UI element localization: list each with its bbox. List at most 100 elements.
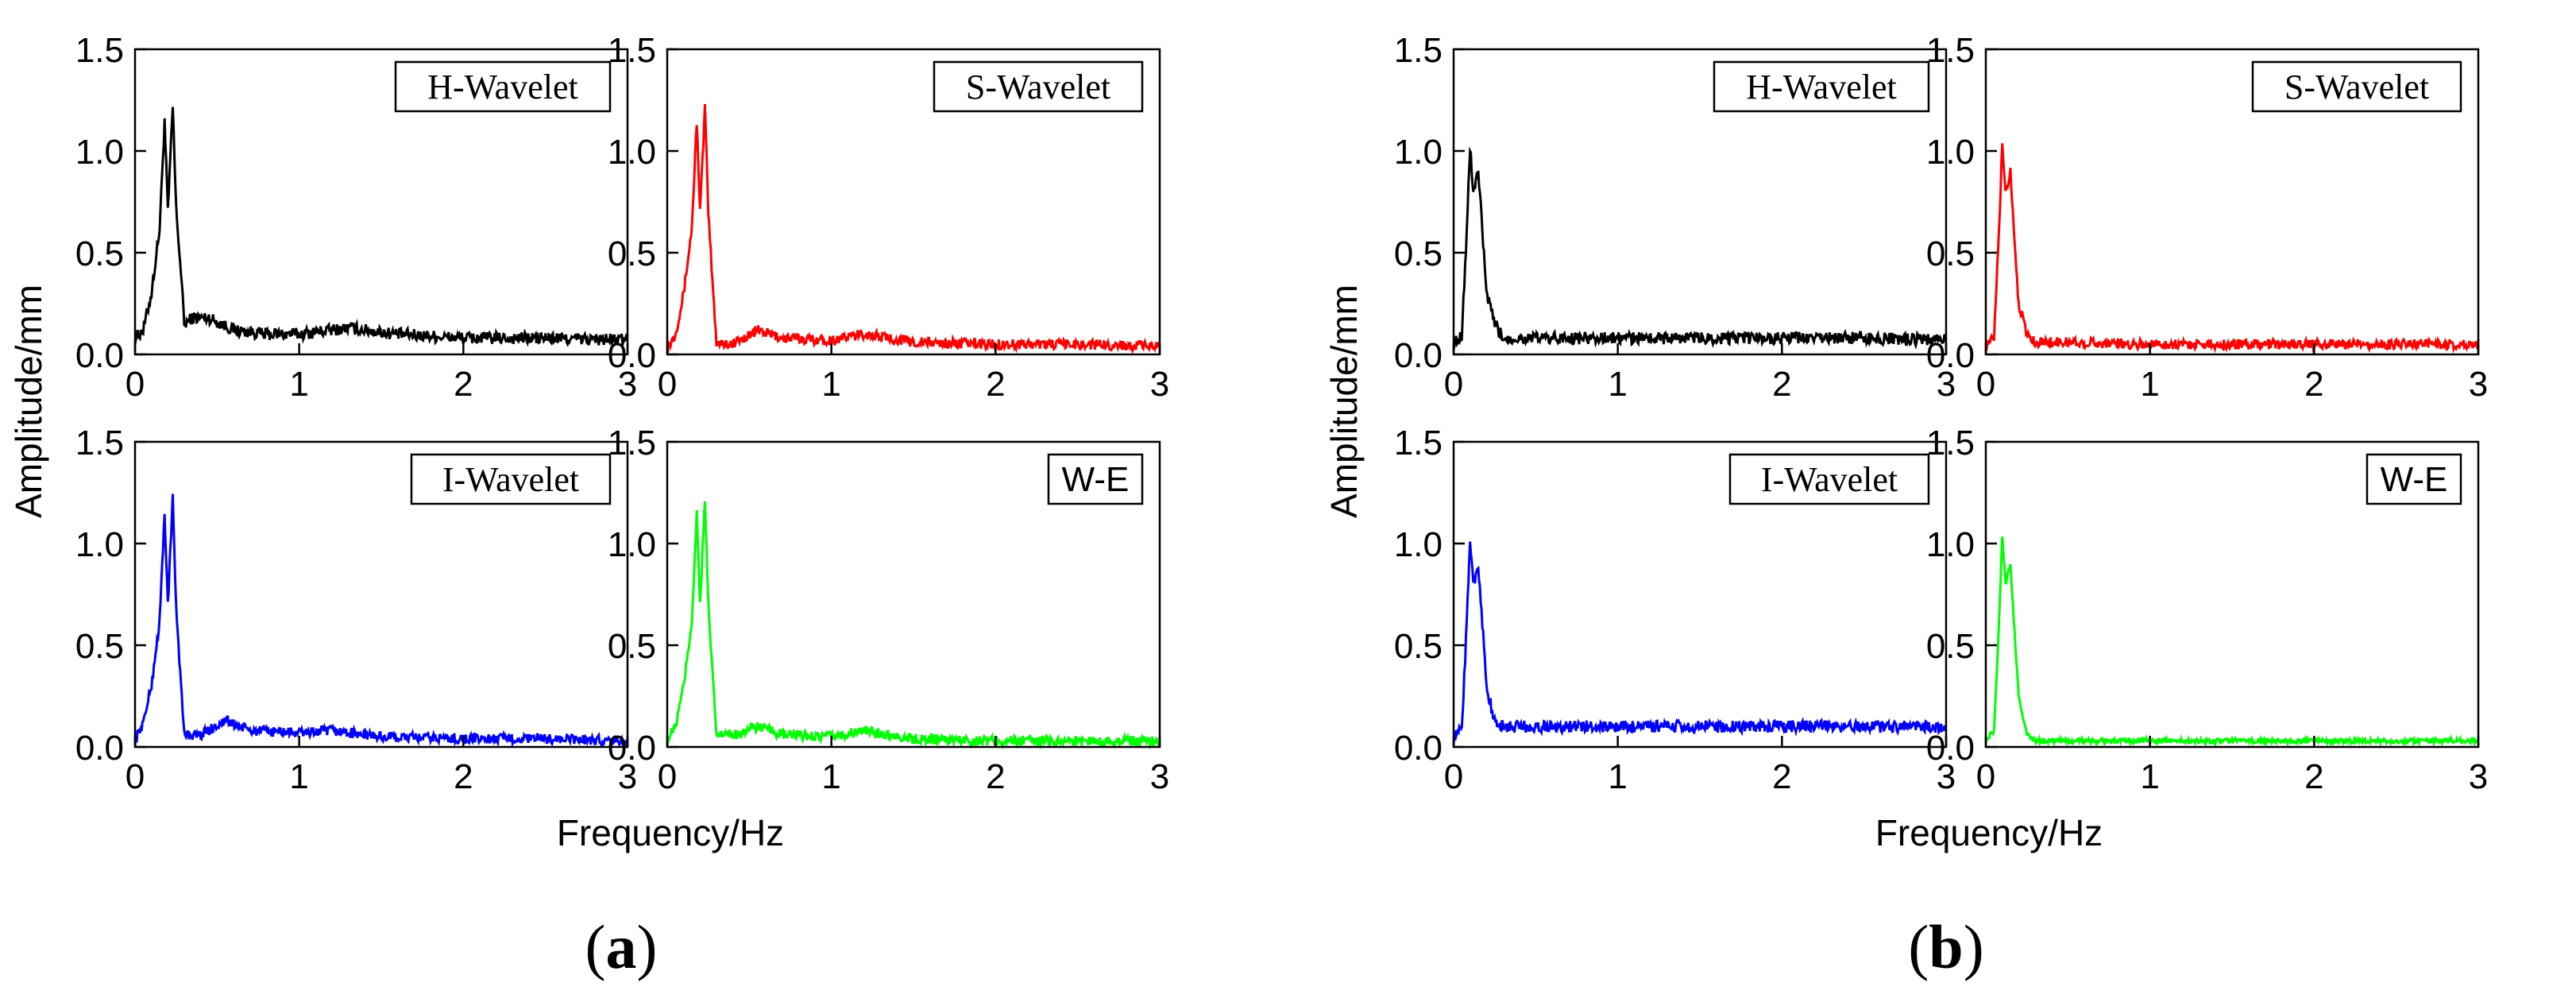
legend-box [933, 60, 1144, 113]
x-tick-label: 3 [1937, 757, 1956, 796]
y-tick-label: 1.0 [1394, 133, 1442, 172]
plot-frame [1984, 48, 2480, 356]
y-tick-label: 0.5 [1394, 234, 1442, 273]
y-tick-label: 1.5 [1926, 424, 1975, 462]
series-line [1452, 541, 1947, 745]
y-tick-label: 1.5 [1394, 31, 1442, 70]
chart-b-s-wavelet: 0 1 2 30.00.51.01.5S-Wavelet [1926, 31, 2488, 404]
x-tick-label: 3 [1937, 365, 1956, 404]
y-tick-label: 0.0 [75, 336, 124, 375]
legend-label: I-Wavelet [1761, 460, 1898, 499]
chart-a-h-wavelet: 0 1 2 3 0.0 0.5 1.0 1.5 H-Wavelet [75, 31, 637, 404]
legend-box [1047, 453, 1144, 505]
legend-label: S-Wavelet [2284, 68, 2429, 106]
x-tick-label: 1 [821, 365, 840, 404]
x-tick-label: 2 [986, 365, 1005, 404]
plot-frame [666, 48, 1161, 356]
y-tick-label: 0.0 [1394, 336, 1442, 375]
y-tick-label: 0.0 [1394, 729, 1442, 768]
x-tick-label: 1 [821, 757, 840, 796]
y-tick-label: 0.0 [1926, 729, 1975, 768]
chart-b-w-e: 0 1 2 30.00.51.01.5W-E [1926, 424, 2488, 796]
series-line [1984, 536, 2480, 749]
subfigure-label-b-close: ) [1964, 912, 1984, 981]
y-tick-label: 1.5 [75, 424, 124, 462]
x-tick-label: 0 [658, 757, 677, 796]
chart-b-h-wavelet: 0 1 2 3 0.0 0.5 1.0 1.5 H-Wavelet [1394, 31, 1956, 404]
subfigure-label-b: (b) [1908, 912, 1983, 981]
x-tick-label: 3 [2469, 757, 2488, 796]
ylabel-panel-b: Amplitude/mm [1323, 284, 1365, 518]
x-tick-label: 3 [618, 757, 637, 796]
subfigure-label-a-close: ) [637, 912, 658, 981]
x-tick-label: 1 [2140, 757, 2159, 796]
y-tick-label: 1.5 [75, 31, 124, 70]
y-tick-label: 0.5 [608, 627, 656, 666]
chart-a-i-wavelet: 0 1 2 3 0.0 0.5 1.0 1.5 I-Wavelet [75, 424, 637, 796]
y-tick-label: 0.5 [1926, 234, 1975, 273]
legend-label: I-Wavelet [442, 460, 579, 499]
x-tick-label: 1 [289, 757, 308, 796]
legend-label: W-E [2381, 460, 2448, 499]
subfigure-label-b-open: ( [1908, 912, 1929, 981]
y-tick-label: 1.0 [75, 133, 124, 172]
x-tick-label: 2 [2304, 757, 2323, 796]
x-tick-label: 2 [1772, 365, 1791, 404]
x-tick-label: 2 [986, 757, 1005, 796]
x-tick-label: 1 [1608, 365, 1627, 404]
y-tick-label: 1.0 [1926, 133, 1975, 172]
plot-frame [133, 440, 629, 749]
x-tick-label: 1 [1608, 757, 1627, 796]
x-tick-label: 3 [618, 365, 637, 404]
y-tick-label: 0.0 [1926, 336, 1975, 375]
y-tick-label: 0.0 [608, 729, 656, 768]
y-tick-label: 0.5 [1394, 627, 1442, 666]
chart-a-s-wavelet: 0 1 2 30.00.51.01.5S-Wavelet [608, 31, 1169, 404]
y-tick-label: 1.0 [1926, 525, 1975, 564]
y-tick-label: 1.5 [1394, 424, 1442, 462]
legend-box [2366, 453, 2462, 505]
y-tick-label: 0.5 [1926, 627, 1975, 666]
subfigure-label-a-letter: a [606, 912, 637, 981]
plot-frame [1984, 440, 2480, 749]
x-tick-label: 3 [2469, 365, 2488, 404]
x-tick-label: 2 [2304, 365, 2323, 404]
y-tick-label: 0.5 [75, 627, 124, 666]
y-tick-label: 0.0 [608, 336, 656, 375]
x-tick-label: 2 [1772, 757, 1791, 796]
x-tick-label: 0 [1976, 365, 1995, 404]
xlabel-panel-a: Frequency/Hz [557, 812, 784, 853]
subfigure-label-a-open: ( [585, 912, 606, 981]
legend-label: H-Wavelet [427, 68, 577, 106]
legend-box [1728, 453, 1930, 505]
x-tick-label: 1 [289, 365, 308, 404]
ylabel-panel-a: Amplitude/mm [8, 284, 49, 518]
legend-box [394, 60, 612, 113]
series-line [133, 493, 629, 749]
legend-box [2251, 60, 2462, 113]
y-tick-label: 0.5 [608, 234, 656, 273]
x-tick-label: 1 [2140, 365, 2159, 404]
x-tick-label: 2 [454, 757, 473, 796]
y-tick-label: 1.5 [608, 31, 656, 70]
series-line [1452, 146, 1948, 350]
legend-label: S-Wavelet [966, 68, 1110, 106]
chart-b-i-wavelet: 0 1 2 3 0.0 0.5 1.0 1.5 I-Wavelet [1394, 424, 1956, 796]
y-tick-label: 1.0 [608, 133, 656, 172]
plot-frame [1452, 48, 1948, 356]
legend-box [1713, 60, 1930, 113]
y-tick-label: 1.5 [608, 424, 656, 462]
subfigure-label-b-letter: b [1929, 912, 1963, 981]
x-tick-label: 2 [454, 365, 473, 404]
y-tick-label: 1.0 [1394, 525, 1442, 564]
plot-frame [133, 48, 629, 356]
y-tick-label: 0.0 [75, 729, 124, 768]
x-tick-label: 0 [1976, 757, 1995, 796]
x-tick-label: 3 [1150, 757, 1169, 796]
xlabel-panel-b: Frequency/Hz [1875, 812, 2103, 853]
legend-label: W-E [1062, 460, 1130, 499]
legend-box [410, 453, 612, 505]
plot-frame [1452, 440, 1948, 749]
